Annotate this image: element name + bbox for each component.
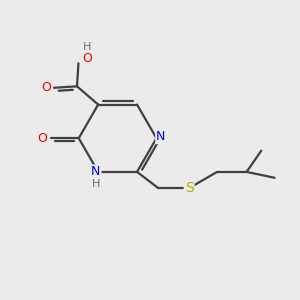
Text: O: O [82,52,92,65]
Text: O: O [38,132,47,145]
Text: H: H [83,42,92,52]
Text: N: N [156,130,166,143]
Text: O: O [41,81,51,94]
Text: S: S [185,181,194,195]
Text: H: H [92,179,100,189]
Text: N: N [91,165,101,178]
